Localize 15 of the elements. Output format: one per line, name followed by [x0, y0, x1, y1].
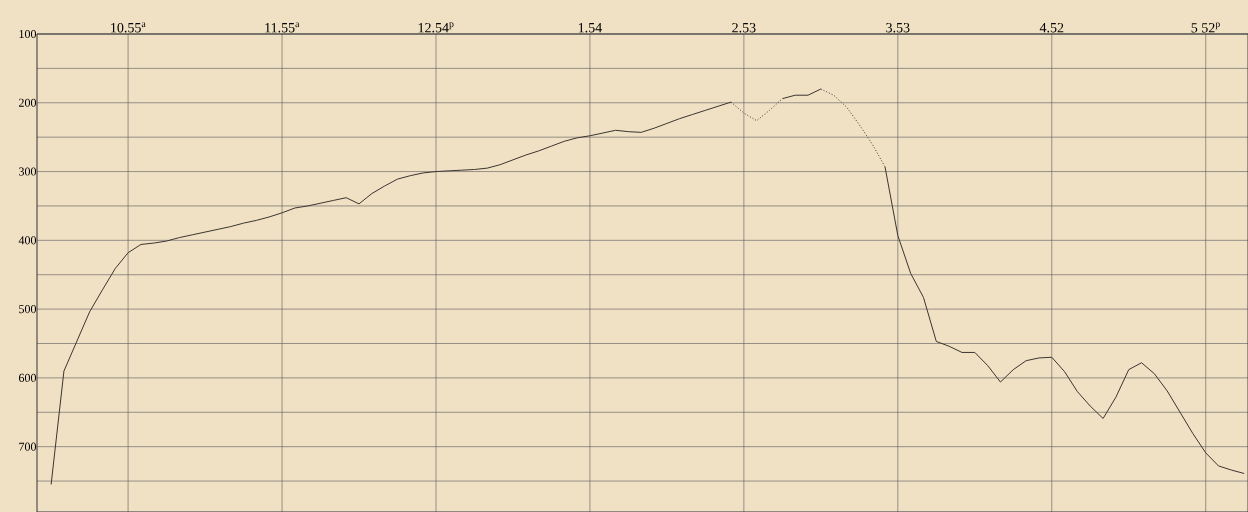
- y-tick-label: 200: [19, 98, 37, 107]
- x-tick-label: 10.55$^{a}$: [111, 22, 146, 33]
- y-tick-label: 400: [18, 236, 37, 245]
- y-tick-label: 300: [19, 167, 37, 176]
- y-tick-label: 100: [19, 29, 37, 39]
- y-tick-label: 500: [19, 305, 37, 314]
- x-tick-label: 3.53: [886, 23, 910, 33]
- x-tick-label: 4.52: [1039, 23, 1064, 33]
- x-tick-label: 11.55$^{a}$: [265, 22, 300, 33]
- x-tick-label: 12.54$^{p}$: [418, 22, 454, 33]
- y-tick-label: 700: [19, 442, 37, 451]
- x-tick-label: 5 52$^{p}$: [1191, 22, 1220, 33]
- x-tick-label: 2.53: [732, 23, 756, 33]
- x-tick-label: 1.54: [578, 23, 602, 33]
- y-tick-label: 600: [19, 373, 37, 382]
